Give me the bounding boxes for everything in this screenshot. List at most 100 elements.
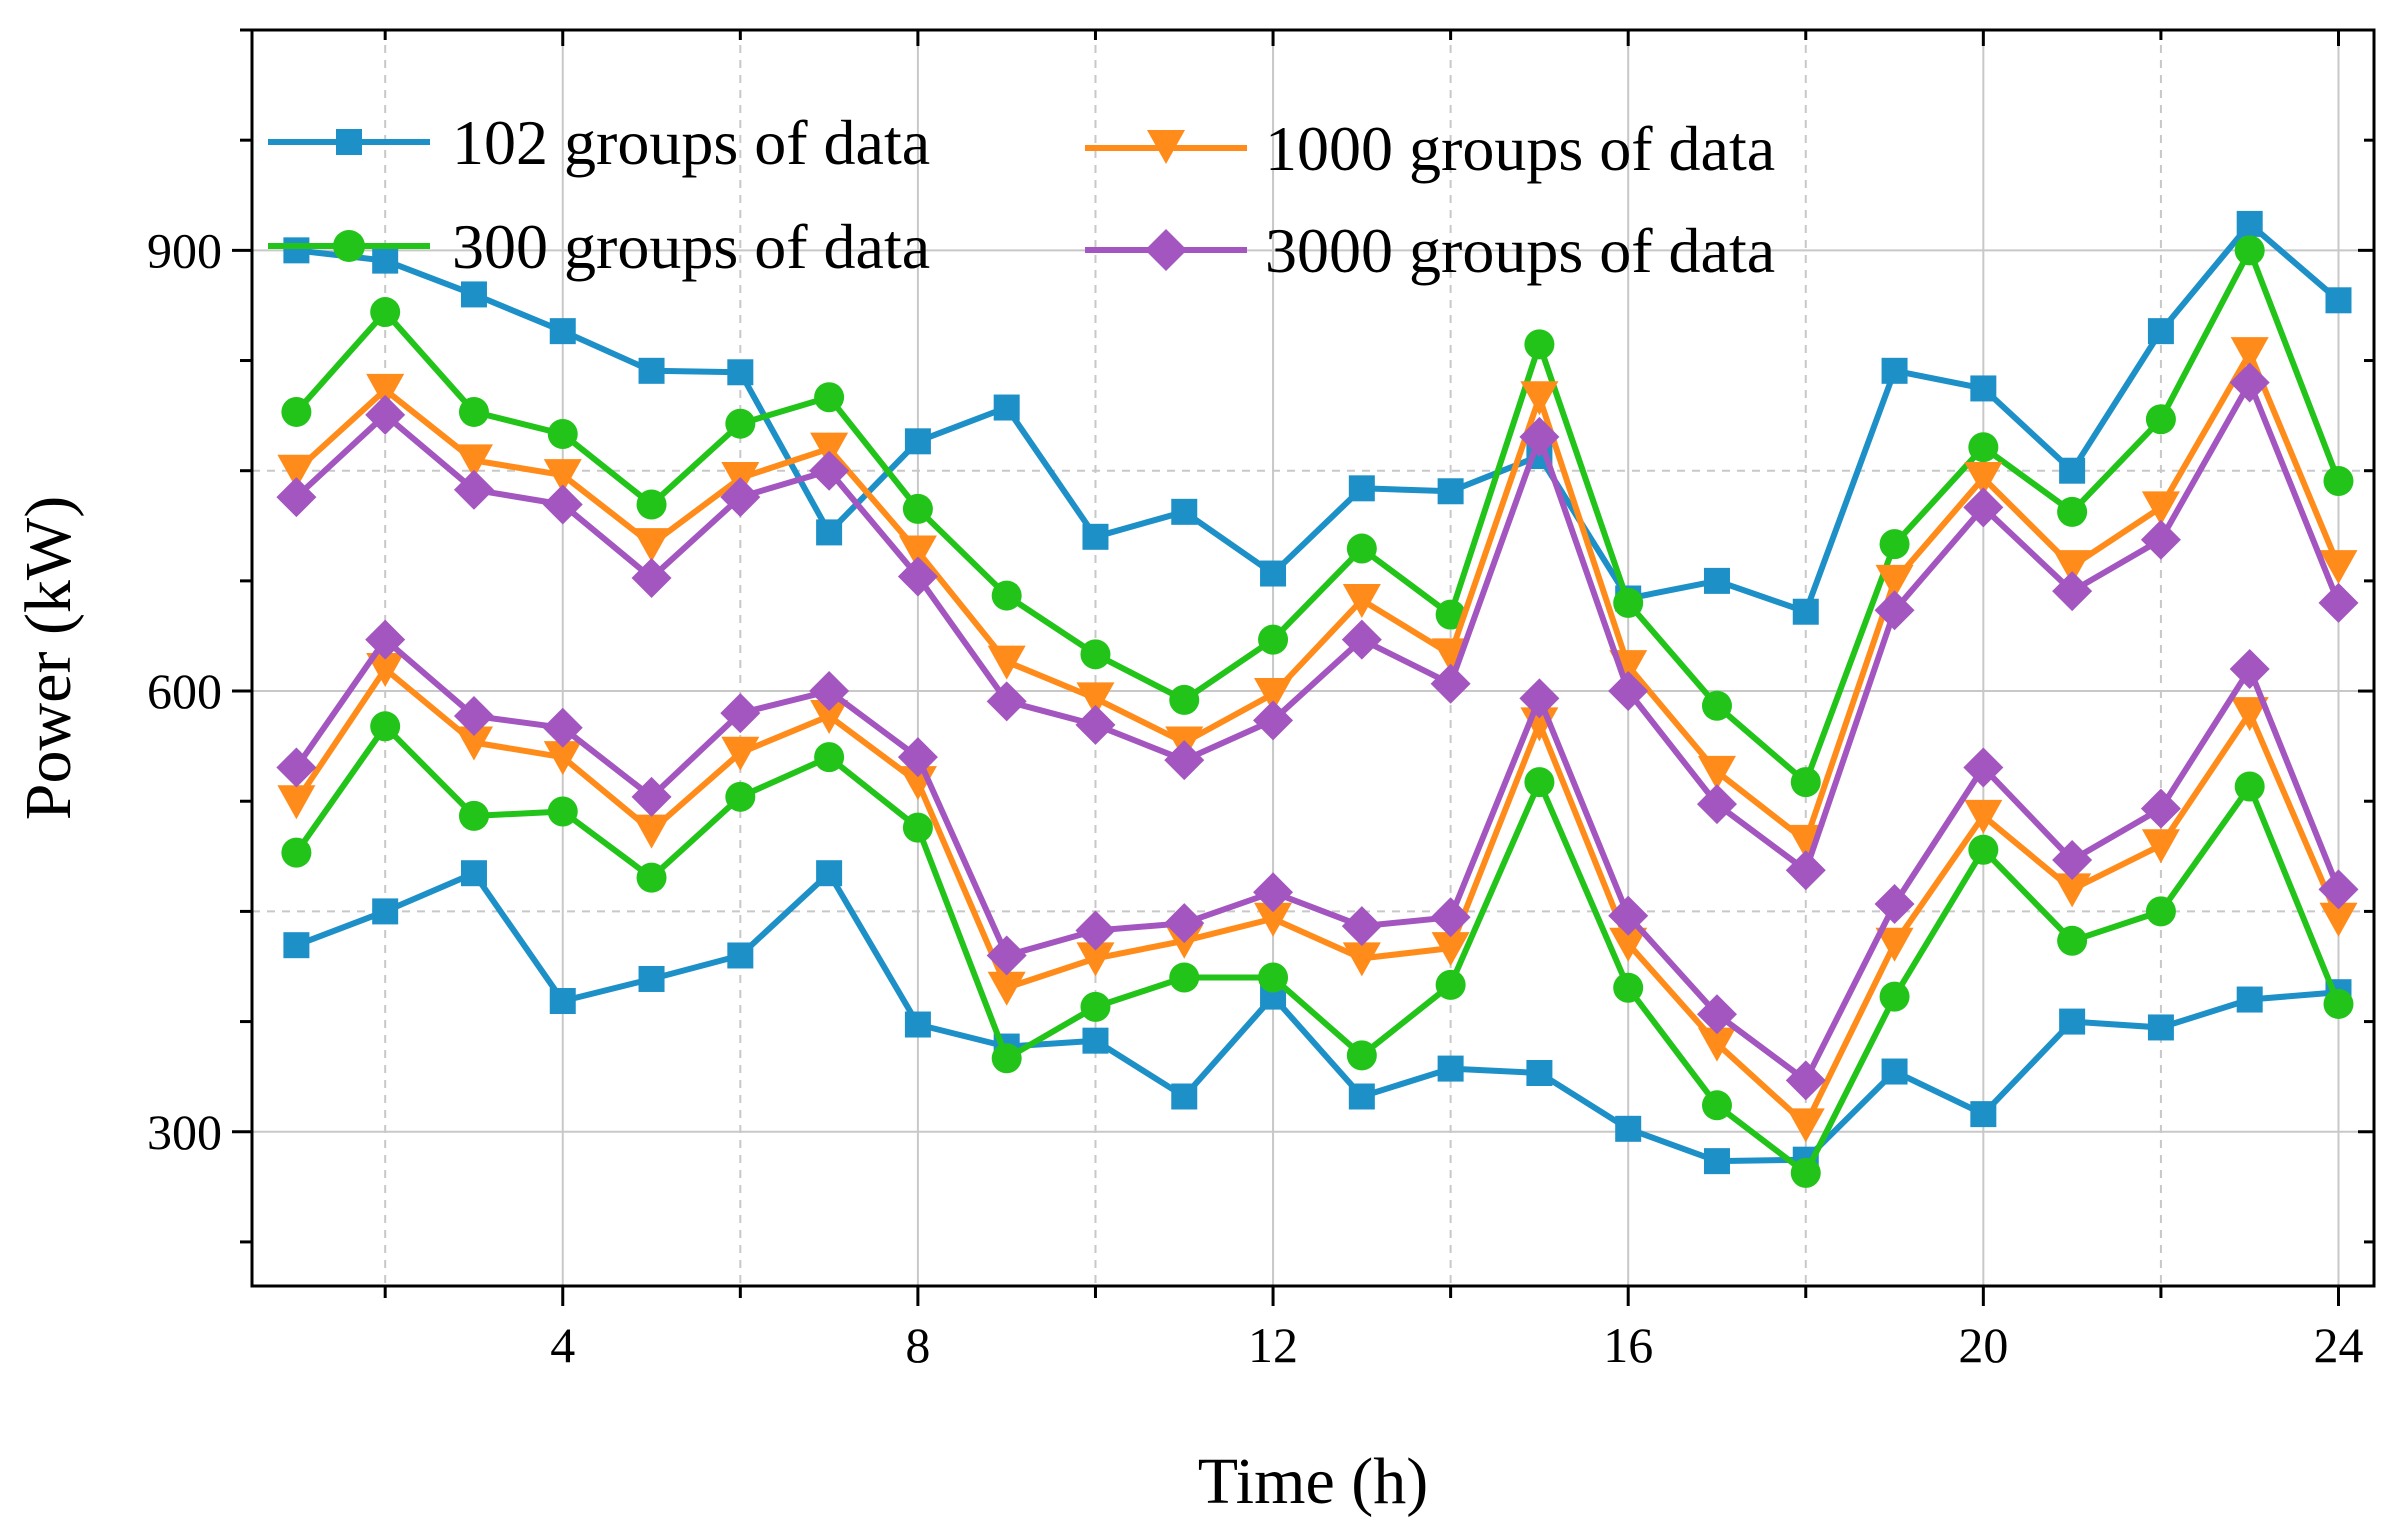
x-tick-label: 8 <box>905 1317 930 1373</box>
data-point-square <box>1881 1058 1908 1085</box>
data-point-diamond <box>1963 487 2004 528</box>
data-point-square <box>1348 1083 1375 1110</box>
data-point-triangle <box>1254 677 1293 712</box>
data-point-triangle <box>1875 927 1914 962</box>
data-point-circle <box>1524 329 1555 360</box>
data-point-circle <box>2145 404 2176 435</box>
data-point-diamond <box>2318 869 2359 910</box>
data-point-diamond <box>542 707 583 748</box>
data-point-diamond <box>2229 362 2270 403</box>
data-point-square <box>2236 210 2263 237</box>
data-point-square <box>1437 1055 1464 1082</box>
data-point-circle <box>991 580 1022 611</box>
data-point-diamond <box>1519 678 1560 719</box>
series-7 <box>276 619 2359 1101</box>
data-point-diamond <box>1341 619 1382 660</box>
data-point-square <box>2236 986 2263 1013</box>
data-point-diamond <box>1075 704 1116 745</box>
y-axis-title: Power (kW) <box>12 496 85 820</box>
series-line <box>294 379 2342 874</box>
series-line <box>295 870 2339 1165</box>
data-point-square <box>727 359 754 386</box>
data-point-diamond <box>1696 784 1737 825</box>
data-point-diamond <box>1430 897 1471 938</box>
data-point-diamond <box>1253 700 1294 741</box>
data-point-triangle <box>2053 873 2092 908</box>
data-point-triangle <box>987 971 1026 1006</box>
data-point-circle <box>636 862 667 893</box>
data-point-square <box>993 394 1020 421</box>
data-point-triangle <box>2053 550 2092 585</box>
data-point-circle <box>1790 1157 1821 1188</box>
data-point-square <box>2147 1014 2174 1041</box>
data-point-circle <box>902 493 933 524</box>
data-point-circle <box>2234 771 2265 802</box>
data-point-triangle <box>632 814 671 849</box>
y-tick-label: 300 <box>147 1104 222 1160</box>
data-point-square <box>549 988 576 1015</box>
data-point-diamond <box>1874 590 1915 631</box>
data-point-diamond <box>1963 747 2004 788</box>
data-point-triangle <box>2141 491 2180 526</box>
data-point-triangle <box>721 736 760 771</box>
data-point-triangle <box>2230 697 2269 732</box>
data-point-circle <box>1258 624 1289 655</box>
data-point-square <box>549 318 576 345</box>
data-point-diamond <box>2140 519 2181 560</box>
data-point-circle <box>2234 235 2265 266</box>
legend-label-3000: 3000 groups of data <box>1265 215 1775 286</box>
data-point-circle <box>1435 969 1466 1000</box>
data-point-square <box>1792 598 1819 625</box>
data-point-diamond <box>453 696 494 737</box>
plot-frame <box>250 28 2376 1288</box>
data-point-circle <box>1968 432 1999 463</box>
data-point-triangle <box>1431 932 1470 967</box>
data-point-diamond <box>1341 906 1382 947</box>
y-tick-label: 600 <box>147 663 222 719</box>
data-point-diamond <box>1608 671 1649 712</box>
data-point-diamond <box>2318 582 2359 623</box>
data-point-diamond <box>365 619 406 660</box>
series-line <box>293 636 2342 1084</box>
data-point-square <box>372 898 399 925</box>
data-point-circle <box>991 1043 1022 1074</box>
data-point-diamond <box>276 747 317 788</box>
data-point-square <box>1970 1101 1997 1128</box>
data-point-circle <box>814 742 845 773</box>
data-point-square <box>638 965 665 992</box>
data-point-diamond <box>2052 571 2093 612</box>
data-point-triangle <box>1964 462 2003 497</box>
data-point-square <box>1881 357 1908 384</box>
data-point-circle <box>2323 465 2354 496</box>
data-point-diamond <box>897 737 938 778</box>
data-point-square <box>283 932 310 959</box>
data-point-circle <box>902 812 933 843</box>
data-point-circle <box>1080 991 1111 1022</box>
data-point-circle <box>281 837 312 868</box>
legend-item-3000: 3000 groups of data <box>1085 215 1775 286</box>
data-point-square <box>1082 523 1109 550</box>
data-point-triangle <box>810 700 849 735</box>
data-point-diamond <box>2140 788 2181 829</box>
data-point-triangle <box>632 528 671 563</box>
data-point-triangle <box>1254 902 1293 937</box>
series-1 <box>283 860 2352 1175</box>
data-point-diamond <box>2052 839 2093 880</box>
data-point-triangle <box>277 785 316 820</box>
data-point-square <box>1348 475 1375 502</box>
data-point-square <box>816 519 843 546</box>
data-point-circle <box>1435 599 1466 630</box>
data-point-triangle <box>810 432 849 467</box>
data-point-circle <box>1613 972 1644 1003</box>
data-point-circle <box>1879 529 1910 560</box>
axes: 4 8 12 16 20 24 300 600 900 <box>147 28 2374 1373</box>
data-point-diamond <box>986 935 1027 976</box>
data-point-triangle <box>2319 902 2358 937</box>
data-point-diamond <box>631 776 672 817</box>
data-point-circle <box>1790 767 1821 798</box>
data-point-circle <box>1169 962 1200 993</box>
data-point-circle <box>1346 533 1377 564</box>
data-point-square <box>2325 287 2352 314</box>
data-point-diamond <box>1785 1060 1826 1101</box>
